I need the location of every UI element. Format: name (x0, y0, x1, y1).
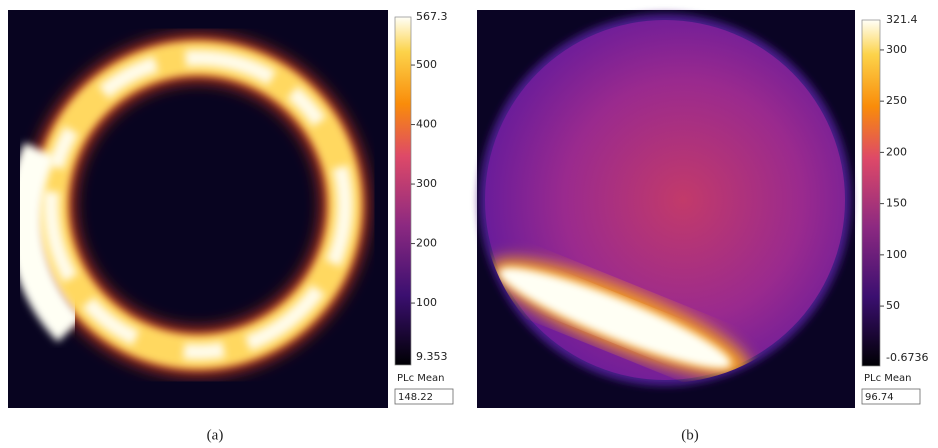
caption: (b) (681, 427, 699, 443)
colorbar-tick-label: 200 (416, 237, 437, 250)
colorbar-tick-label: 400 (416, 118, 437, 131)
colorbar-tick-label: 100 (886, 248, 907, 261)
colorbar-max: 321.4 (886, 13, 918, 26)
colorbar-tick-label: 200 (886, 145, 907, 158)
colorbar-tick-label: 250 (886, 94, 907, 107)
colorbar-tick-label: 500 (416, 58, 437, 71)
mean-label: PLc Mean (397, 373, 445, 384)
mean-label: PLc Mean (864, 373, 912, 384)
mean-value: 148.22 (398, 392, 433, 403)
mean-box (394, 388, 454, 405)
colorbar-min: 9.353 (416, 350, 448, 363)
mean-value: 96.74 (865, 392, 894, 403)
colorbar (861, 19, 881, 367)
colorbar-tick-label: 150 (886, 197, 907, 210)
colorbar-min: -0.6736 (886, 351, 928, 364)
mean-box (861, 388, 921, 405)
colorbar-tick-label: 300 (886, 43, 907, 56)
colorbar-tick-label: 100 (416, 296, 437, 309)
image-a (8, 10, 388, 408)
colorbar-tick-label: 300 (416, 177, 437, 190)
caption: (a) (207, 427, 224, 443)
image-b (477, 10, 855, 408)
colorbar (394, 16, 412, 366)
colorbar-tick-label: 50 (886, 299, 900, 312)
colorbar-max: 567.3 (416, 10, 448, 23)
